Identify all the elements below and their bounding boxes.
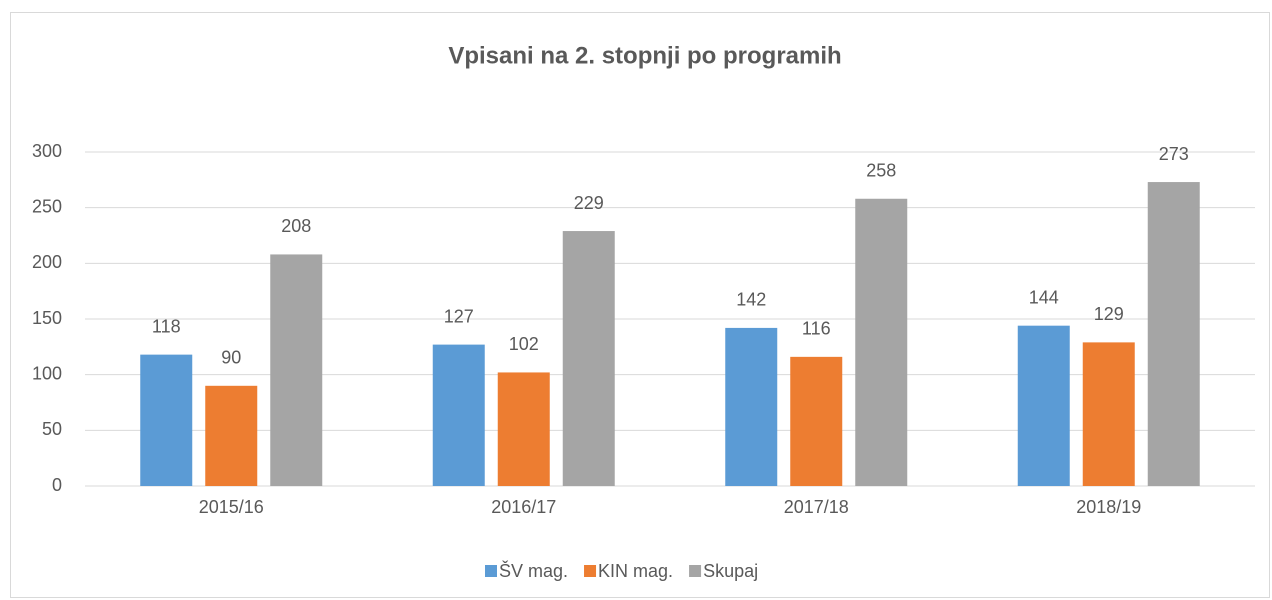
y-tick-label: 0: [52, 475, 62, 495]
bar: [140, 354, 193, 486]
y-tick-label: 300: [32, 141, 62, 161]
chart-border: [10, 12, 1270, 598]
legend-label: Skupaj: [703, 561, 758, 581]
data-label: 258: [866, 161, 896, 181]
data-label: 142: [736, 290, 766, 310]
x-tick-label: 2015/16: [199, 497, 264, 517]
data-label: 116: [802, 319, 831, 339]
legend-label: ŠV mag.: [499, 560, 568, 581]
y-tick-label: 150: [32, 308, 62, 328]
data-label: 229: [574, 193, 604, 213]
chart-title: Vpisani na 2. stopnji po programih: [448, 42, 841, 69]
bar: [205, 385, 258, 486]
x-tick-label: 2017/18: [784, 497, 849, 517]
x-tick-label: 2018/19: [1076, 497, 1141, 517]
data-label: 102: [509, 334, 539, 354]
bar: [790, 356, 843, 486]
bar: [855, 198, 908, 486]
y-tick-label: 200: [32, 252, 62, 272]
bar: [725, 327, 778, 486]
data-label: 208: [281, 216, 311, 236]
bar: [270, 254, 323, 486]
legend-swatch: [689, 565, 702, 577]
y-tick-label: 250: [32, 196, 62, 216]
data-label: 273: [1159, 144, 1189, 164]
bar: [1147, 182, 1200, 486]
bar: [562, 231, 615, 486]
legend-swatch: [485, 565, 497, 577]
bar: [497, 372, 550, 486]
legend-label: KIN mag.: [598, 561, 673, 581]
x-tick-label: 2016/17: [491, 497, 556, 517]
bar: [1082, 342, 1135, 486]
bar: [432, 344, 485, 486]
data-label: 90: [221, 348, 241, 368]
bar: [1017, 325, 1070, 486]
y-tick-label: 100: [32, 363, 62, 383]
data-label: 118: [152, 316, 181, 336]
data-label: 129: [1094, 304, 1124, 324]
legend-swatch: [584, 565, 597, 577]
y-tick-label: 50: [42, 419, 62, 439]
data-label: 127: [444, 306, 474, 326]
data-label: 144: [1029, 287, 1059, 307]
